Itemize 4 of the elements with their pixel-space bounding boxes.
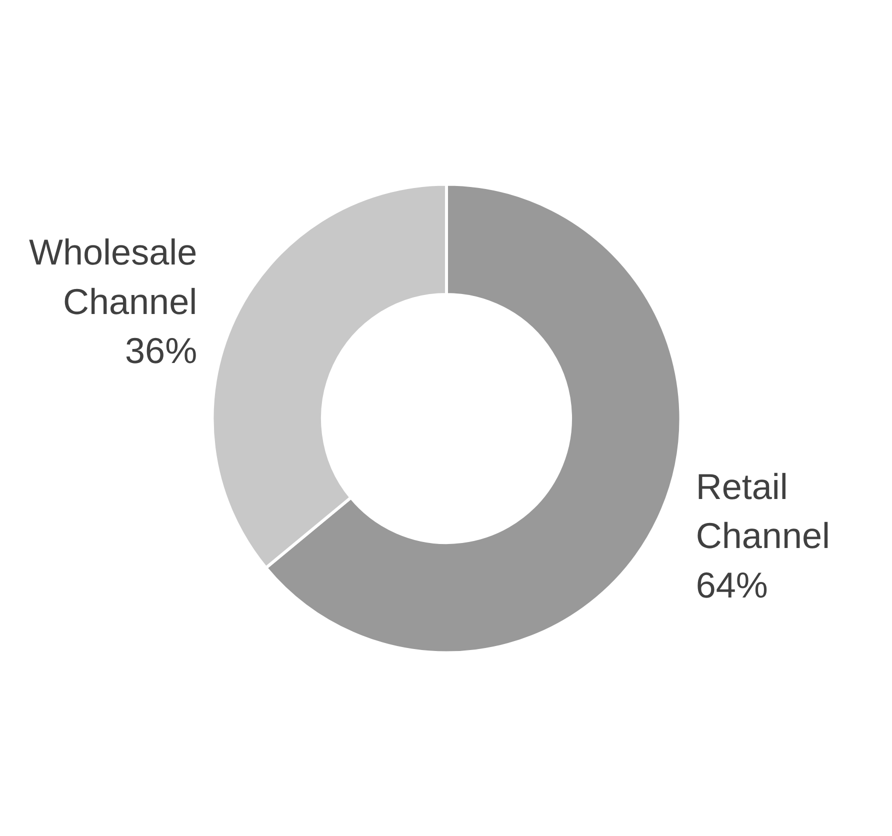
slice-label: Wholesale Channel bbox=[29, 232, 198, 322]
data-label: 64% bbox=[696, 564, 768, 606]
data-label: 36% bbox=[125, 330, 198, 371]
slice-label: Retail Channel bbox=[696, 466, 830, 556]
